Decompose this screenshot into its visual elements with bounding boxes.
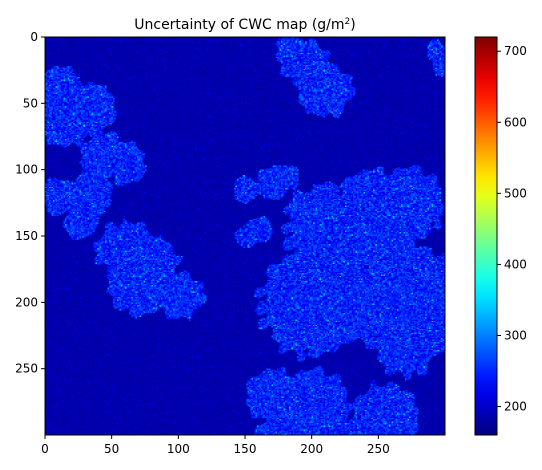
y-axis: 0 50 100 150 200 250 — [15, 30, 45, 376]
colorbar-tick-label: 400 — [504, 257, 527, 271]
y-tick-label: 100 — [15, 163, 38, 177]
y-tick-label: 250 — [15, 362, 38, 376]
colorbar-tick-label: 500 — [504, 186, 527, 200]
x-tick-label: 50 — [104, 442, 119, 456]
y-tick-label: 150 — [15, 229, 38, 243]
colorbar: 200 300 400 500 600 700 — [474, 36, 527, 436]
x-tick-label: 200 — [300, 442, 323, 456]
heatmap-image — [45, 37, 445, 435]
colorbar-gradient — [474, 36, 498, 436]
colorbar-tick-label: 700 — [504, 44, 527, 58]
x-tick-label: 250 — [367, 442, 390, 456]
x-tick-label: 150 — [234, 442, 257, 456]
plot-area — [44, 36, 446, 436]
x-tick-label: 0 — [41, 442, 49, 456]
colorbar-tick-label: 200 — [504, 400, 527, 414]
x-tick-label: 100 — [167, 442, 190, 456]
colorbar-tick-label: 300 — [504, 329, 527, 343]
chart-title: Uncertainty of CWC map (g/m2) — [134, 17, 356, 33]
colorbar-tick-label: 600 — [504, 115, 527, 129]
y-tick-label: 50 — [23, 96, 38, 110]
x-axis: 0 50 100 150 200 250 — [41, 435, 390, 456]
y-tick-label: 0 — [30, 30, 38, 44]
y-tick-label: 200 — [15, 295, 38, 309]
